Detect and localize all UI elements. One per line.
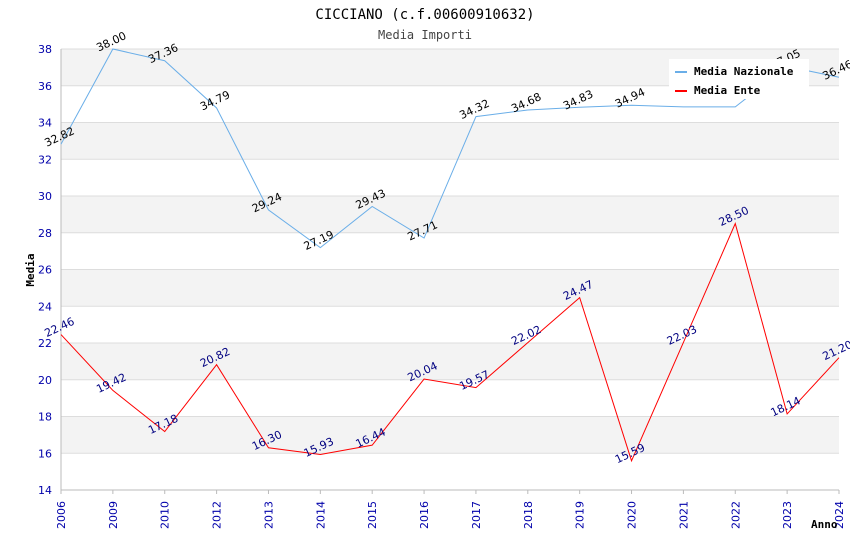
chart-subtitle: Media Importi — [378, 28, 472, 42]
chart-title: CICCIANO (c.f.00600910632) — [315, 7, 534, 23]
x-tick-label: 2021 — [677, 501, 690, 529]
y-tick-label: 18 — [38, 411, 52, 424]
y-tick-labels: 14 16 18 20 22 24 26 28 30 32 34 36 38 — [38, 43, 52, 497]
x-tick-label: 2018 — [522, 501, 535, 529]
x-tick-label: 2020 — [626, 501, 639, 529]
y-tick-label: 30 — [38, 190, 52, 203]
axes — [60, 49, 839, 491]
grid-band — [61, 269, 839, 307]
grid-band — [61, 196, 839, 233]
y-tick-label: 36 — [38, 80, 52, 93]
x-tick-label: 2012 — [211, 501, 224, 529]
y-tick-label: 22 — [38, 337, 52, 350]
grid-band — [61, 379, 839, 417]
x-tick-label: 2019 — [574, 501, 587, 529]
x-tick-label: 2013 — [262, 501, 275, 529]
x-tick-labels: 2006 2009 2010 2012 2013 2014 2015 2016 2017 2018… — [55, 490, 846, 529]
x-tick-label: 2024 — [833, 501, 846, 529]
x-axis-label: Anno — [811, 518, 838, 531]
y-tick-label: 16 — [38, 447, 52, 460]
y-tick-label: 34 — [38, 117, 52, 130]
grid-band — [61, 416, 839, 454]
series-lines — [60, 48, 840, 463]
series-line-media-ente — [60, 222, 840, 463]
y-tick-label: 28 — [38, 227, 52, 240]
x-tick-label: 2016 — [418, 501, 431, 529]
y-tick-label: 14 — [38, 484, 52, 497]
x-tick-label: 2015 — [366, 501, 379, 529]
grid-band — [61, 306, 839, 343]
x-tick-label: 2010 — [159, 501, 172, 529]
x-tick-label: 2014 — [314, 501, 327, 529]
grid-bands — [61, 49, 839, 490]
legend-box — [669, 59, 809, 99]
x-tick-label: 2006 — [55, 501, 68, 529]
y-tick-label: 32 — [38, 153, 52, 166]
y-tick-label: 38 — [38, 43, 52, 56]
grid-band — [61, 122, 839, 160]
x-tick-label: 2017 — [470, 501, 483, 529]
x-tick-label: 2022 — [729, 501, 742, 529]
y-tick-label: 20 — [38, 374, 52, 387]
legend-label-media-nazionale: Media Nazionale — [694, 65, 794, 78]
y-axis-label: Media — [24, 253, 37, 286]
legend-label-media-ente: Media Ente — [694, 84, 761, 97]
y-tick-label: 26 — [38, 264, 52, 277]
x-tick-label: 2009 — [107, 501, 120, 529]
legend: Media Nazionale Media Ente — [669, 59, 809, 99]
x-tick-label: 2023 — [781, 501, 794, 529]
series-line-media-nazionale — [60, 48, 840, 249]
grid-band — [61, 343, 839, 380]
grid-band — [61, 232, 839, 270]
grid-band — [61, 453, 839, 490]
y-tick-label: 24 — [38, 300, 52, 313]
